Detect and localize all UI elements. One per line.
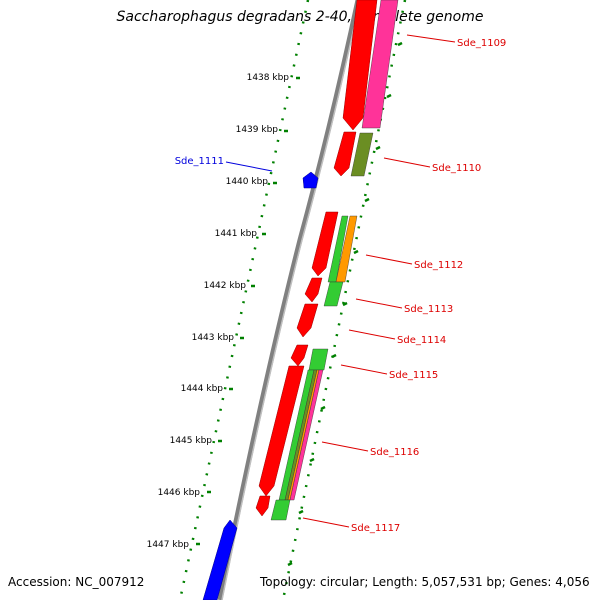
cds-sde-1110 [333, 131, 357, 177]
gene-label-sde-1114[interactable]: Sde_1114 [397, 335, 446, 346]
leader-sde-1117 [302, 517, 350, 528]
leader-sde-1116 [321, 441, 369, 452]
gene-label-sde-1113[interactable]: Sde_1113 [404, 304, 453, 315]
genome-backbone [217, 0, 361, 600]
cds-sde-1109-segment [342, 0, 378, 131]
tick-label-1441: 1441 kbp [215, 229, 258, 239]
reverse-cds-blue [202, 171, 319, 600]
tick-label-1440: 1440 kbp [226, 177, 269, 187]
tick-label-1445: 1445 kbp [170, 436, 213, 446]
forward-cds-red [255, 0, 378, 517]
gene-label-sde-1115[interactable]: Sde_1115 [389, 370, 438, 381]
leader-sde-1112 [365, 254, 413, 265]
cds-sde-1117-left [255, 495, 271, 517]
left-tick-rail [178, 0, 310, 600]
cds-sde-1113-green [323, 281, 344, 307]
gene-label-sde-1109[interactable]: Sde_1109 [457, 38, 506, 49]
forward-cds-cog [270, 0, 399, 521]
cds-sde-1115-green [308, 348, 329, 371]
cds-sde-1111 [302, 171, 319, 189]
accession-label: Accession: NC_007912 [8, 575, 145, 589]
left-major-ticks [196, 76, 300, 546]
cds-sde-1116-magenta [289, 369, 324, 501]
right-tick-rail [281, 0, 407, 600]
cds-sde-1116 [258, 365, 305, 497]
leader-sde-1110 [383, 157, 431, 168]
cds-sde-1113-left [304, 277, 323, 303]
gene-label-sde-1111[interactable]: Sde_1111 [175, 156, 224, 167]
leader-sde-1114 [348, 329, 396, 340]
position-tick-labels: 1438 kbp 1439 kbp 1440 kbp 1441 kbp 1442 kbp… [147, 73, 290, 550]
cds-sde-1117-green [270, 499, 291, 521]
leader-sde-1113 [355, 298, 403, 309]
cds-sde-1115-left [290, 344, 309, 367]
tick-label-1438: 1438 kbp [247, 73, 290, 83]
gene-name-labels: Sde_1109 Sde_1110 Sde_1111 Sde_1112 Sde_1113… [175, 38, 507, 534]
leader-sde-1111 [225, 161, 273, 172]
leader-sde-1109 [406, 34, 456, 43]
cds-reverse-lower [202, 519, 238, 600]
gene-label-sde-1110[interactable]: Sde_1110 [432, 163, 481, 174]
right-major-ticks [287, 41, 403, 567]
genome-backbone-shadow [221, 0, 361, 600]
cds-sde-1114 [296, 303, 319, 338]
tick-label-1447: 1447 kbp [147, 540, 190, 550]
tick-label-1444: 1444 kbp [181, 384, 224, 394]
tick-label-1439: 1439 kbp [236, 125, 279, 135]
cds-sde-1110-olive [350, 132, 374, 177]
tick-label-1442: 1442 kbp [204, 281, 247, 291]
tick-label-1446: 1446 kbp [158, 488, 201, 498]
gene-label-sde-1117[interactable]: Sde_1117 [351, 523, 400, 534]
cds-sde-1109-magenta [361, 0, 399, 129]
gene-label-sde-1116[interactable]: Sde_1116 [370, 447, 419, 458]
gene-label-sde-1112[interactable]: Sde_1112 [414, 260, 463, 271]
leader-sde-1115 [340, 364, 388, 375]
tick-label-1443: 1443 kbp [192, 333, 235, 343]
genome-summary: Topology: circular; Length: 5,057,531 bp… [260, 575, 590, 589]
label-leader-lines [225, 34, 456, 528]
cds-sde-1112 [311, 211, 339, 277]
cds-sde-1112-orange [335, 215, 358, 283]
